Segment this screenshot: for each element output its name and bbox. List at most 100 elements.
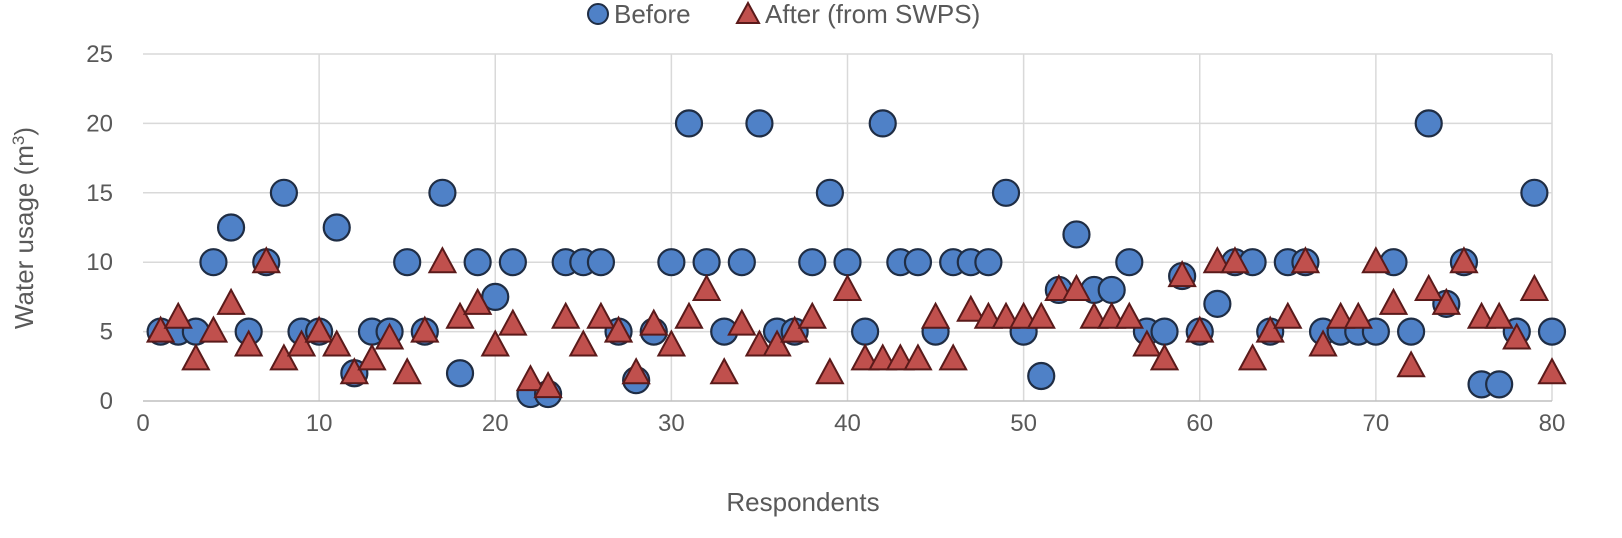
y-axis-title: Water usage (m3) <box>9 127 40 329</box>
point-before <box>674 109 704 138</box>
point-before <box>903 248 933 277</box>
legend-item-before: Before <box>587 0 691 29</box>
legend-marker-after <box>735 0 761 24</box>
point-after <box>1431 287 1462 315</box>
point-after <box>973 301 1004 329</box>
legend-label-after: After (from SWPS) <box>765 0 980 29</box>
x-tick-label: 30 <box>658 410 685 437</box>
point-after <box>198 315 229 343</box>
point-after <box>797 301 827 329</box>
point-after <box>586 301 616 329</box>
point-after <box>639 308 669 336</box>
x-tick-label: 10 <box>306 410 333 437</box>
point-before <box>798 248 827 277</box>
point-after <box>1237 343 1268 371</box>
point-after <box>1114 301 1144 329</box>
point-after <box>938 343 968 371</box>
point-after <box>1149 343 1180 371</box>
point-before <box>199 248 228 277</box>
point-after <box>1414 273 1444 301</box>
point-before <box>657 248 686 277</box>
point-after <box>1026 301 1056 329</box>
point-after <box>691 273 722 301</box>
point-after <box>1325 301 1356 329</box>
point-after <box>1290 246 1321 274</box>
point-before <box>1115 248 1144 277</box>
point-after <box>1220 246 1250 274</box>
point-after <box>1202 246 1233 274</box>
point-after <box>1502 322 1532 350</box>
point-after <box>339 357 370 385</box>
point-after <box>1378 287 1409 315</box>
x-tick-label: 80 <box>1539 410 1566 437</box>
point-before <box>851 317 880 346</box>
point-after <box>1343 301 1373 329</box>
y-tick-label: 20 <box>86 110 113 137</box>
point-before <box>974 248 1003 277</box>
point-before <box>1396 317 1426 346</box>
x-tick-label: 0 <box>136 410 149 437</box>
point-before <box>269 178 298 207</box>
point-before <box>1414 109 1443 138</box>
point-before <box>1485 370 1514 399</box>
point-before <box>216 213 246 242</box>
point-before <box>991 178 1021 207</box>
point-after <box>374 322 405 350</box>
point-after <box>1097 301 1127 329</box>
point-after <box>410 315 440 343</box>
y-tick-label: 10 <box>86 249 113 276</box>
y-tick-label: 0 <box>100 388 113 415</box>
series-after <box>145 246 1567 399</box>
point-after <box>462 287 493 315</box>
point-after <box>956 294 986 322</box>
point-before <box>815 178 844 207</box>
point-after <box>744 329 775 357</box>
point-after <box>322 329 352 357</box>
point-after <box>1044 273 1074 301</box>
point-after <box>674 301 704 329</box>
point-after <box>709 357 739 385</box>
point-after <box>304 315 334 343</box>
point-after <box>568 329 598 357</box>
point-before <box>1097 275 1126 305</box>
x-axis-title: Respondents <box>726 487 879 517</box>
point-after <box>1308 329 1338 357</box>
x-tick-label: 20 <box>482 410 509 437</box>
point-after <box>1167 259 1197 288</box>
point-after <box>815 357 845 385</box>
point-before <box>727 248 756 277</box>
y-tick-labels: 0 5 10 15 20 25 <box>86 41 113 415</box>
point-after <box>1132 329 1162 357</box>
point-after <box>233 329 264 357</box>
point-before <box>393 248 422 277</box>
point-after <box>656 329 687 357</box>
point-before <box>1537 317 1567 346</box>
x-tick-label: 40 <box>834 410 861 437</box>
point-before <box>445 359 475 388</box>
point-before <box>868 109 897 138</box>
point-after <box>357 343 387 371</box>
point-before <box>498 248 527 277</box>
point-after <box>1008 301 1039 329</box>
point-after <box>1273 301 1303 329</box>
point-after <box>1079 301 1109 329</box>
point-after <box>850 343 880 371</box>
y-tick-label: 15 <box>86 180 113 207</box>
point-after <box>269 343 299 371</box>
point-after <box>762 329 792 357</box>
point-after <box>515 364 546 392</box>
point-after <box>163 301 193 329</box>
point-after <box>885 343 916 371</box>
point-after <box>551 301 581 329</box>
legend-marker-before <box>587 3 609 25</box>
point-before <box>428 178 457 207</box>
point-after <box>251 246 281 274</box>
point-after <box>1449 246 1479 274</box>
point-after <box>498 308 528 336</box>
legend-item-after: After (from SWPS) <box>735 0 980 29</box>
point-before <box>463 248 492 277</box>
point-after <box>603 315 634 343</box>
point-after <box>216 287 246 315</box>
point-before <box>692 248 721 277</box>
point-before <box>833 248 862 277</box>
